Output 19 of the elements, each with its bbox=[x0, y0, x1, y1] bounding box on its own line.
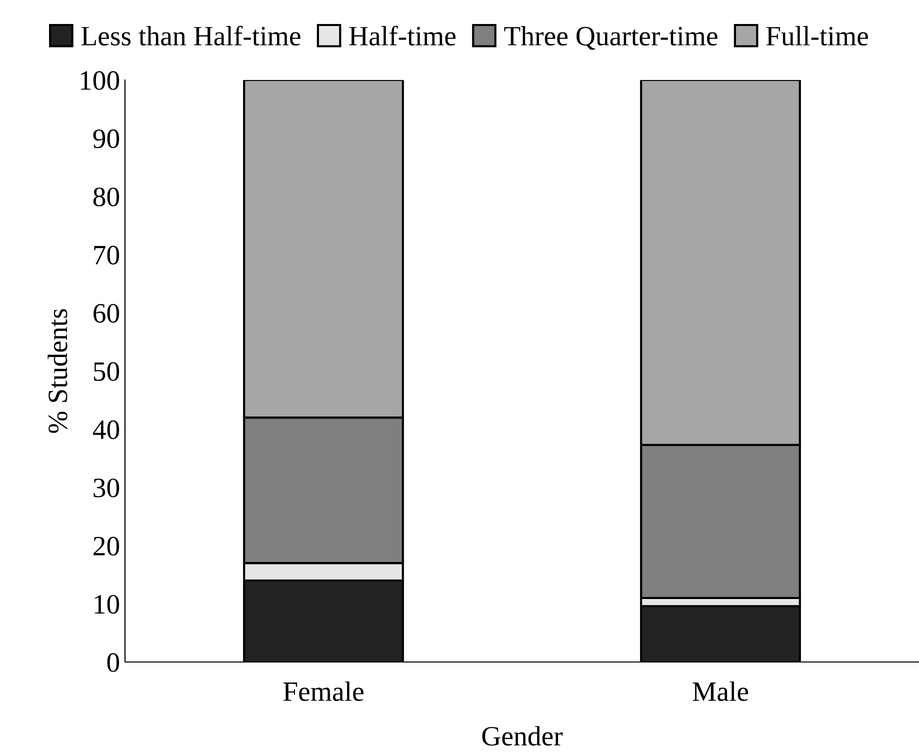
legend-label: Half-time bbox=[349, 26, 456, 46]
legend-label: Full-time bbox=[766, 26, 868, 46]
y-tick-label: 40 bbox=[92, 420, 120, 440]
y-tick-label: 50 bbox=[94, 362, 120, 381]
legend-label: Less than Half-time bbox=[81, 26, 300, 46]
y-tick-label: 20 bbox=[94, 536, 120, 556]
legend-label: Three Quarter-time bbox=[504, 26, 718, 50]
y-axis-title: % Students bbox=[48, 309, 68, 433]
y-tick-label: 70 bbox=[94, 246, 120, 265]
y-tick-label: 0 bbox=[107, 653, 120, 672]
x-axis-title: Gender bbox=[482, 726, 563, 746]
x-tick-label: Male bbox=[692, 681, 748, 701]
y-tick-label: 90 bbox=[93, 129, 120, 148]
y-tick-label: 30 bbox=[94, 478, 120, 498]
x-tick-label: Female bbox=[283, 681, 364, 701]
y-tick-label: 60 bbox=[94, 304, 120, 323]
y-tick-label: 100 bbox=[80, 71, 120, 90]
y-tick-label: 10 bbox=[94, 594, 120, 614]
y-tick-label: 80 bbox=[93, 188, 120, 206]
